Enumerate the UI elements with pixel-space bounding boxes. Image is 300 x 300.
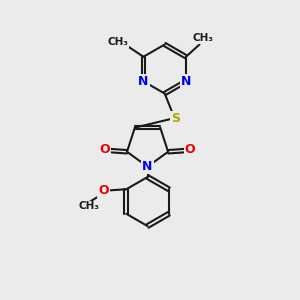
Text: S: S [171, 112, 180, 124]
Text: CH₃: CH₃ [107, 37, 128, 47]
Text: N: N [138, 75, 149, 88]
Text: N: N [142, 160, 153, 173]
Text: O: O [98, 184, 109, 197]
Text: N: N [181, 75, 191, 88]
Text: O: O [100, 143, 110, 156]
Text: O: O [185, 143, 196, 156]
Text: CH₃: CH₃ [193, 33, 214, 43]
Text: CH₃: CH₃ [79, 201, 100, 212]
